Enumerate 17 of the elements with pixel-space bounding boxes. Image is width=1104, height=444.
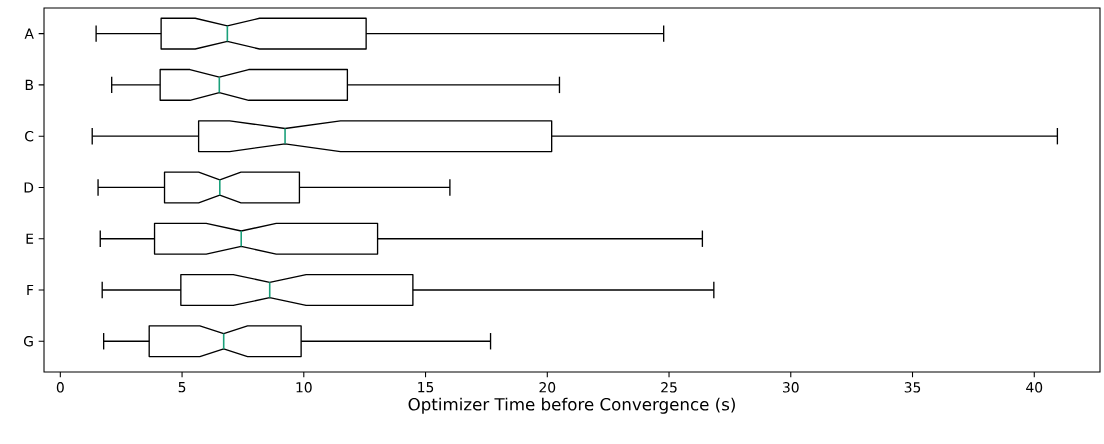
y-tick-label: E <box>26 233 34 244</box>
y-tick-label: F <box>27 284 34 296</box>
y-tick-label: G <box>23 336 33 347</box>
x-tick-label: 35 <box>904 382 921 393</box>
y-tick-label: C <box>25 130 34 142</box>
y-tick-label: D <box>24 182 34 193</box>
x-tick-label: 5 <box>178 382 186 393</box>
x-tick-label: 10 <box>296 382 312 393</box>
x-tick-label: 15 <box>418 382 434 393</box>
y-tick-label: A <box>24 28 34 39</box>
x-tick-label: 30 <box>783 382 799 393</box>
x-axis-title: Optimizer Time before Convergence (s) <box>408 397 735 414</box>
x-tick-label: 40 <box>1026 382 1043 393</box>
y-tick-label: B <box>25 79 33 90</box>
x-tick-label: 25 <box>661 382 677 393</box>
x-tick-label: 0 <box>56 382 64 393</box>
x-tick-label: 20 <box>539 382 556 393</box>
